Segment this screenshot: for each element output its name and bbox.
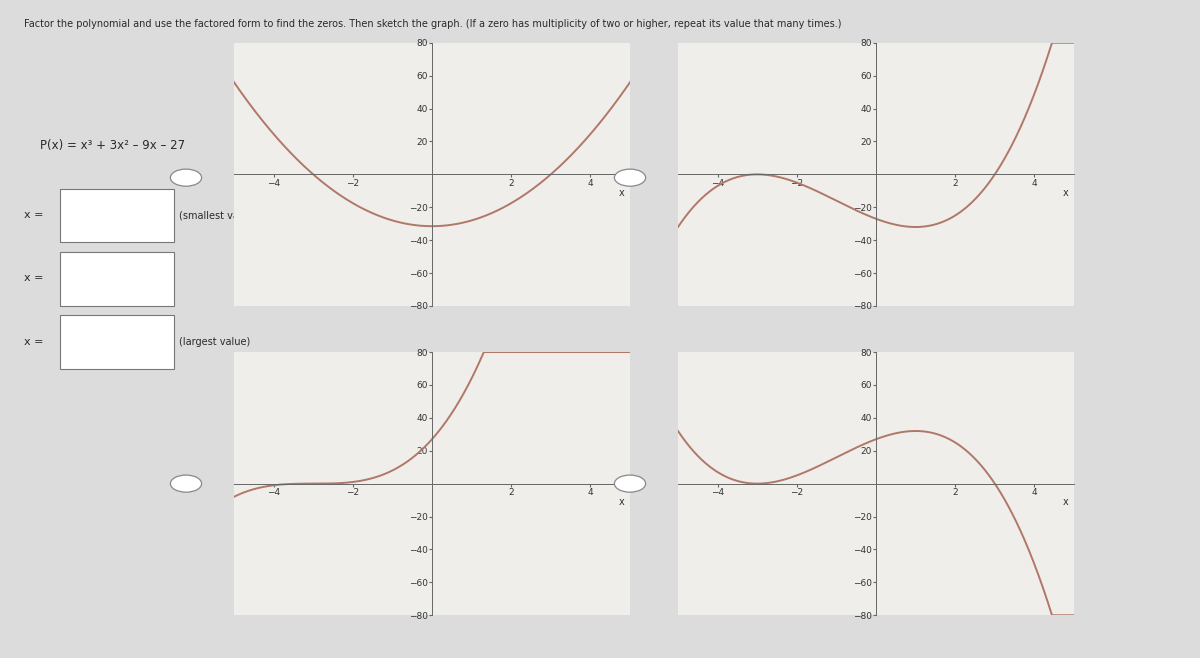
Text: (smallest value): (smallest value) [179, 211, 258, 220]
Text: x =: x = [24, 211, 47, 220]
FancyBboxPatch shape [60, 315, 174, 368]
Y-axis label: y: y [628, 478, 634, 489]
Text: x: x [1063, 497, 1069, 507]
Text: P(x) = x³ + 3x² – 9x – 27: P(x) = x³ + 3x² – 9x – 27 [41, 139, 186, 153]
FancyBboxPatch shape [60, 252, 174, 305]
Text: (largest value): (largest value) [179, 337, 251, 347]
Text: x: x [1063, 188, 1069, 197]
Y-axis label: y: y [628, 169, 634, 180]
Text: x: x [619, 497, 625, 507]
Text: x: x [619, 188, 625, 197]
Text: x =: x = [24, 274, 47, 284]
Text: Factor the polynomial and use the factored form to find the zeros. Then sketch t: Factor the polynomial and use the factor… [24, 20, 841, 30]
Text: x =: x = [24, 337, 47, 347]
Y-axis label: y: y [184, 169, 190, 180]
FancyBboxPatch shape [60, 189, 174, 242]
Y-axis label: y: y [184, 478, 190, 489]
